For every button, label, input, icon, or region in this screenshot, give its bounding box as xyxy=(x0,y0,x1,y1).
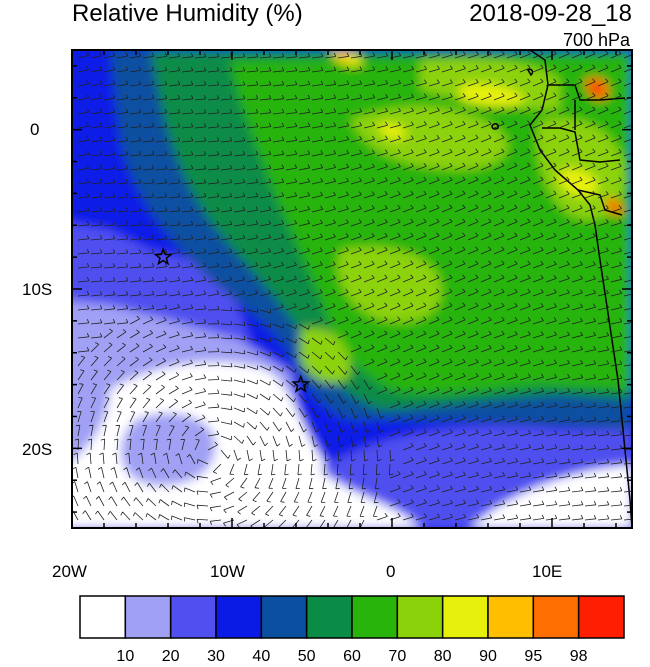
colorbar-label: 10 xyxy=(116,648,135,665)
colorbar-label: 80 xyxy=(433,648,452,665)
coastline xyxy=(491,50,632,528)
wind-barbs xyxy=(72,50,632,528)
x-tick-10w: 10W xyxy=(210,562,245,581)
y-tick-0: 0 xyxy=(30,120,40,139)
colorbar-label: 60 xyxy=(343,648,361,665)
colorbar-swatch xyxy=(124,595,172,639)
x-tick-20w: 20W xyxy=(52,562,87,581)
colorbar-label: 30 xyxy=(207,648,225,665)
colorbar-swatch xyxy=(169,595,217,639)
chart-title: Relative Humidity (%) xyxy=(72,0,303,27)
axis-ticks xyxy=(71,50,632,528)
colorbar-swatch xyxy=(396,595,444,639)
colorbar-label: 20 xyxy=(161,648,180,665)
colorbar xyxy=(79,595,625,639)
x-tick-10e: 10E xyxy=(532,562,563,581)
colorbar-label: 40 xyxy=(252,648,271,665)
valid-time: 2018-09-28_18 xyxy=(469,0,632,27)
star-marker-1 xyxy=(153,246,173,266)
colorbar-swatch xyxy=(215,595,263,639)
humidity-field xyxy=(72,50,632,528)
colorbar-swatch xyxy=(260,595,308,639)
colorbar-label: 50 xyxy=(297,648,316,665)
colorbar-label: 98 xyxy=(569,648,588,665)
colorbar-swatch xyxy=(441,595,489,639)
colorbar-swatch xyxy=(79,595,127,639)
colorbar-swatch xyxy=(305,595,353,639)
colorbar-label: 95 xyxy=(524,648,543,665)
colorbar-label: 70 xyxy=(388,648,407,665)
star-marker-2 xyxy=(291,374,311,393)
y-tick-20s: 20S xyxy=(22,440,53,459)
colorbar-swatch xyxy=(577,595,625,639)
wind-barb-paths xyxy=(72,50,632,528)
y-tick-10s: 10S xyxy=(22,280,53,299)
colorbar-swatch xyxy=(351,595,399,639)
colorbar-label: 90 xyxy=(479,648,497,665)
x-tick-0: 0 xyxy=(386,562,396,581)
colorbar-swatch xyxy=(487,595,535,639)
marker-layer xyxy=(153,246,311,393)
pressure-level-label: 700 hPa xyxy=(562,30,630,50)
colorbar-swatch xyxy=(532,595,580,639)
